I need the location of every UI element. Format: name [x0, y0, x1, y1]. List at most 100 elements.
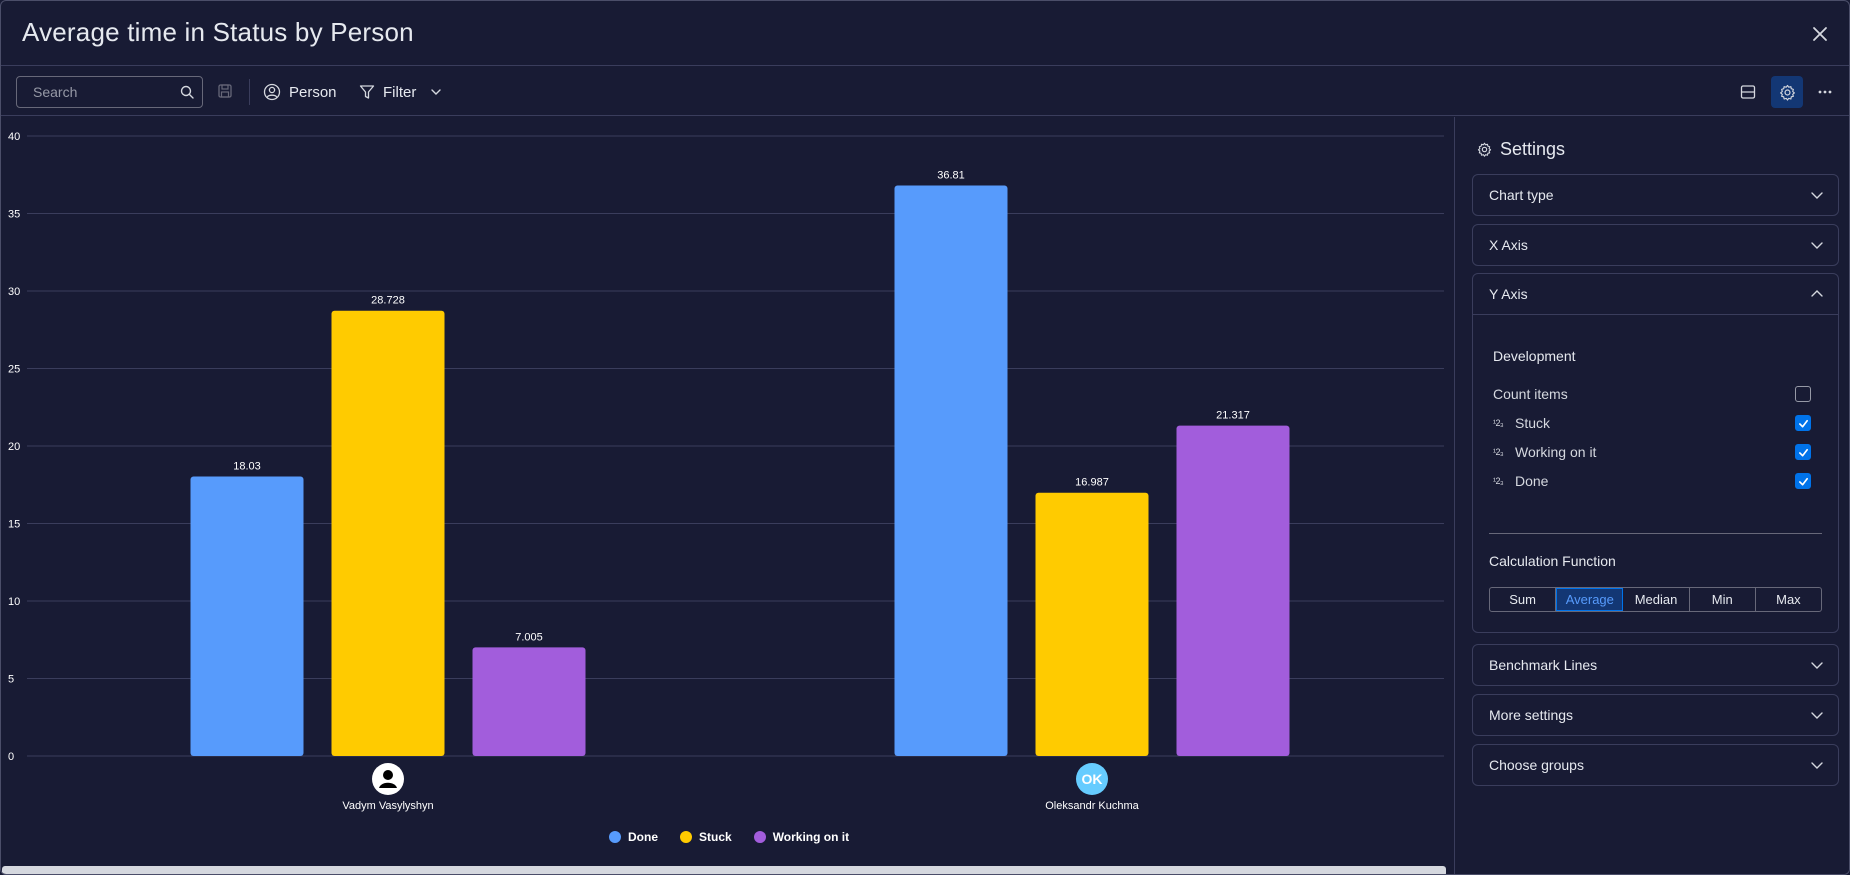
check-icon	[1798, 448, 1808, 457]
chevron-down-icon	[1811, 762, 1823, 769]
y-axis-column-row: ¹2₃ Done	[1493, 471, 1811, 491]
search-icon[interactable]	[180, 85, 194, 99]
calc-option-median[interactable]: Median	[1623, 588, 1690, 611]
section-benchmark-lines-header[interactable]: Benchmark Lines	[1473, 645, 1838, 685]
section-choose-groups-header[interactable]: Choose groups	[1473, 745, 1838, 785]
y-tick-label: 20	[8, 441, 20, 453]
chevron-down-icon	[1811, 192, 1823, 199]
data-label: 16.987	[1075, 477, 1109, 489]
calculation-function-title: Calculation Function	[1489, 553, 1616, 569]
chevron-up-icon	[1811, 290, 1823, 297]
y-axis-column-checkbox[interactable]	[1795, 473, 1811, 489]
settings-toggle-button[interactable]	[1771, 76, 1803, 108]
section-more-settings-header[interactable]: More settings	[1473, 695, 1838, 735]
legend-item[interactable]: Done	[609, 830, 658, 844]
calculation-function-selector: Sum Average Median Min Max	[1489, 587, 1822, 612]
y-axis-column-checkbox[interactable]	[1795, 444, 1811, 460]
numbers-column-icon: ¹2₃	[1493, 447, 1504, 457]
divider	[1489, 533, 1822, 534]
filter-icon	[359, 85, 375, 99]
more-options-button[interactable]	[1809, 76, 1841, 108]
chevron-down-icon[interactable]	[430, 86, 442, 98]
section-choose-groups: Choose groups	[1472, 744, 1839, 786]
y-tick-label: 35	[8, 209, 20, 221]
section-label: More settings	[1489, 707, 1574, 723]
section-y-axis-body: Development Count items ¹2₃ Stuck ¹2₃ Workin…	[1473, 314, 1838, 632]
section-x-axis-header[interactable]: X Axis	[1473, 225, 1838, 265]
legend-label: Done	[628, 830, 658, 844]
bar[interactable]	[1176, 425, 1290, 756]
settings-title: Settings	[1477, 139, 1565, 160]
layout-toggle-button[interactable]	[1732, 76, 1764, 108]
check-icon	[1798, 477, 1808, 486]
person-icon	[263, 83, 281, 101]
chevron-down-icon	[1811, 712, 1823, 719]
person-icon	[373, 764, 403, 794]
avatar: OK	[1076, 763, 1108, 795]
avatar	[372, 763, 404, 795]
filter-button[interactable]: Filter	[359, 77, 442, 107]
section-label: Chart type	[1489, 187, 1554, 203]
close-icon	[1813, 27, 1827, 41]
filter-label: Filter	[383, 83, 417, 101]
y-axis-column-label: Done	[1515, 473, 1549, 489]
chart-legend: Done Stuck Working on it	[609, 830, 849, 844]
data-label: 21.317	[1216, 410, 1250, 422]
check-icon	[1798, 419, 1808, 428]
calc-option-average[interactable]: Average	[1556, 588, 1624, 611]
save-view-button[interactable]	[217, 83, 233, 104]
bar[interactable]	[894, 185, 1008, 756]
save-icon	[218, 84, 232, 98]
bar[interactable]	[1035, 492, 1149, 756]
bar[interactable]	[472, 647, 586, 756]
section-label: Choose groups	[1489, 757, 1584, 773]
chevron-down-icon	[1811, 242, 1823, 249]
section-label: Benchmark Lines	[1489, 657, 1598, 673]
section-benchmark-lines: Benchmark Lines	[1472, 644, 1839, 686]
legend-item[interactable]: Stuck	[680, 830, 732, 844]
section-chart-type-header[interactable]: Chart type	[1473, 175, 1838, 215]
numbers-column-icon: ¹2₃	[1493, 418, 1504, 428]
search-box	[16, 76, 203, 108]
person-filter-button[interactable]: Person	[263, 77, 337, 107]
data-label: 36.81	[937, 169, 965, 181]
section-y-axis-header[interactable]: Y Axis	[1473, 274, 1838, 314]
y-axis-column-checkbox[interactable]	[1795, 386, 1811, 402]
x-tick-label: Oleksandr Kuchma	[1045, 800, 1139, 812]
y-axis-column-label: Working on it	[1515, 444, 1597, 460]
toolbar: Person Filter	[1, 67, 1849, 116]
calc-option-sum[interactable]: Sum	[1490, 588, 1557, 611]
gear-icon	[1779, 84, 1795, 101]
bar[interactable]	[331, 310, 445, 756]
bar-chart: 0 5 10 15 20 25 30 35 40 18.03 28.728 7.005 36.81 16.…	[8, 131, 1444, 763]
settings-title-text: Settings	[1500, 139, 1566, 159]
page-title: Average time in Status by Person	[22, 17, 414, 47]
calc-option-max[interactable]: Max	[1776, 592, 1801, 607]
bar[interactable]	[190, 476, 304, 756]
section-label: X Axis	[1489, 237, 1528, 253]
settings-panel: Settings Chart type X Axis Y Axis Develo…	[1454, 117, 1849, 874]
section-more-settings: More settings	[1472, 694, 1839, 736]
y-tick-label: 25	[8, 364, 20, 376]
legend-item[interactable]: Working on it	[753, 830, 849, 844]
search-input[interactable]	[17, 84, 167, 100]
section-x-axis: X Axis	[1472, 224, 1839, 266]
legend-swatch	[680, 831, 692, 843]
y-tick-label: 40	[8, 131, 20, 143]
y-axis-group-title: Development	[1493, 348, 1576, 364]
data-label: 28.728	[371, 295, 405, 307]
y-axis-column-row: ¹2₃ Stuck	[1493, 413, 1811, 433]
y-axis-column-checkbox[interactable]	[1795, 415, 1811, 431]
layout-icon	[1740, 85, 1756, 99]
section-label: Y Axis	[1489, 286, 1528, 302]
calc-option-min[interactable]: Min	[1690, 588, 1756, 611]
horizontal-scrollbar[interactable]	[2, 866, 1446, 874]
section-chart-type: Chart type	[1472, 174, 1839, 216]
gear-icon	[1477, 142, 1492, 157]
modal-header: Average time in Status by Person	[1, 1, 1849, 66]
close-button[interactable]	[1805, 19, 1835, 49]
y-axis-column-row: Count items	[1493, 384, 1811, 404]
y-tick-label: 10	[8, 596, 20, 608]
legend-label: Stuck	[699, 830, 732, 844]
